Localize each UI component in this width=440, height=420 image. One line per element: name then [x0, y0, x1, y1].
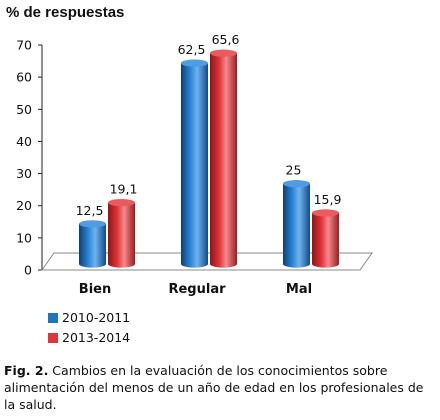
bar-body — [312, 212, 339, 268]
legend-label-2013-2014: 2013-2014 — [62, 330, 131, 345]
y-tick-label: 60 — [16, 70, 32, 85]
legend-swatch-2010-2011 — [48, 313, 58, 323]
legend-swatch-2013-2014 — [48, 333, 58, 343]
bar-2010-2011-regular — [181, 59, 208, 268]
y-axis-title: % de respuestas — [6, 4, 124, 21]
figure-caption-text: Cambios en la evaluación de los conocimi… — [4, 363, 424, 412]
bar-2010-2011-bien — [79, 220, 106, 268]
bar-top-cap — [312, 209, 339, 217]
bar-value-label: 62,5 — [178, 42, 206, 57]
bar-chart: % de respuestas 0 10 20 30 40 50 60 70 12,5 19,1… — [6, 4, 373, 297]
bar-body — [108, 202, 135, 268]
y-tick-label: 0 — [24, 263, 32, 278]
bar-top-cap — [108, 199, 135, 207]
bar-2013-2014-mal — [312, 209, 339, 268]
bar-value-label: 19,1 — [110, 182, 138, 197]
legend-label-2010-2011: 2010-2011 — [62, 310, 131, 325]
bar-2010-2011-mal — [283, 180, 310, 268]
bar-body — [283, 183, 310, 268]
bar-2013-2014-bien — [108, 199, 135, 268]
bar-value-label: 65,6 — [212, 32, 240, 47]
y-tick-label: 40 — [16, 134, 32, 149]
bar-value-label: 15,9 — [314, 192, 342, 207]
bar-top-cap — [283, 180, 310, 188]
bar-body — [181, 63, 208, 268]
legend-item-2013-2014: 2013-2014 — [48, 328, 130, 348]
x-tick-label-bien: Bien — [79, 282, 111, 297]
bar-value-label: 25 — [286, 163, 302, 178]
y-tick-label: 50 — [16, 102, 32, 117]
figure-caption: Fig. 2. Cambios en la evaluación de los … — [4, 362, 436, 413]
figure-caption-label: Fig. 2. — [4, 363, 49, 378]
bar-top-cap — [79, 220, 106, 228]
bar-body — [79, 223, 106, 268]
bar-top-cap — [210, 49, 237, 57]
y-tick-label: 20 — [16, 198, 32, 213]
legend-item-2010-2011: 2010-2011 — [48, 308, 130, 328]
y-tick-label: 10 — [16, 230, 32, 245]
bar-value-label: 12,5 — [76, 203, 104, 218]
x-tick-label-regular: Regular — [168, 282, 226, 297]
y-tick-label: 30 — [16, 166, 32, 181]
bar-body — [210, 53, 237, 268]
bar-2013-2014-regular — [210, 49, 237, 268]
bar-top-cap — [181, 59, 208, 67]
y-tick-label: 70 — [16, 38, 32, 53]
x-tick-label-mal: Mal — [286, 282, 312, 297]
legend: 2010-2011 2013-2014 — [48, 308, 130, 348]
